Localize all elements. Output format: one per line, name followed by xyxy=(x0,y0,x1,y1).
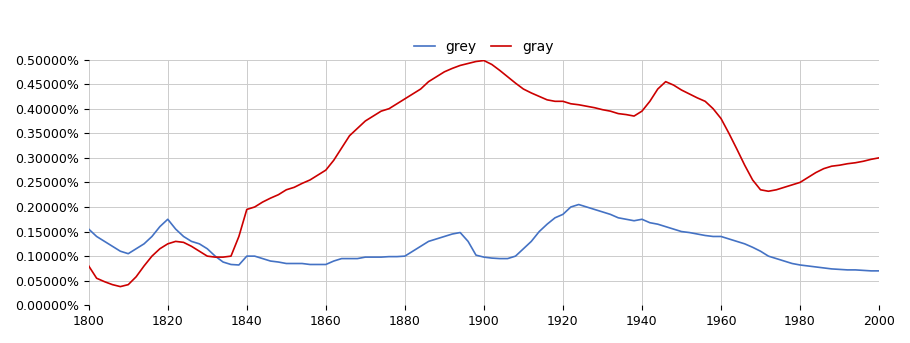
gray xyxy=(288,185,299,189)
gray xyxy=(479,58,490,62)
grey xyxy=(865,269,876,273)
grey xyxy=(644,221,655,225)
gray xyxy=(455,63,466,68)
gray xyxy=(83,264,94,268)
grey xyxy=(138,242,149,246)
grey xyxy=(83,227,94,231)
Line: grey: grey xyxy=(88,204,879,271)
grey xyxy=(281,261,292,265)
gray xyxy=(115,285,126,289)
grey xyxy=(684,230,695,235)
Legend: grey, gray: grey, gray xyxy=(409,35,560,60)
Line: gray: gray xyxy=(88,60,879,287)
grey xyxy=(874,269,885,273)
grey xyxy=(573,202,584,206)
grey xyxy=(558,212,569,216)
gray xyxy=(652,87,663,91)
gray xyxy=(147,254,157,258)
gray xyxy=(874,156,885,160)
gray xyxy=(573,103,584,107)
grey xyxy=(447,232,458,236)
gray xyxy=(692,96,703,100)
